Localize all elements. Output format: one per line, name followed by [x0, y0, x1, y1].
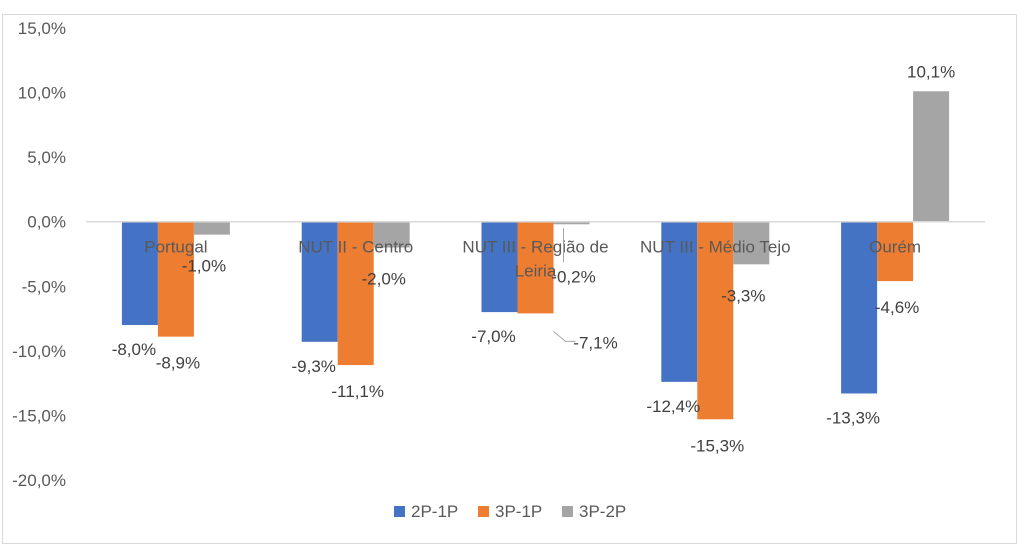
category-label: NUT III - Região de: [462, 238, 608, 257]
bar-3p-1p: [697, 221, 734, 420]
bar-3p-1p: [877, 221, 914, 282]
legend-swatch-2p-1p: [394, 506, 405, 517]
bar-2p-1p: [121, 221, 158, 326]
bar-3p-2p: [193, 221, 230, 235]
legend-label: 3P-2P: [579, 502, 626, 521]
bar-3p-2p: [373, 221, 410, 248]
data-label: -7,1%: [573, 333, 617, 352]
category-label: NUT II - Centro: [298, 238, 413, 257]
bar-3p-1p: [517, 221, 554, 314]
data-label: -12,4%: [646, 397, 700, 416]
data-label: -8,9%: [156, 354, 200, 373]
leader-line: [553, 331, 576, 342]
y-tick-label: 10,0%: [18, 84, 66, 103]
legend-label: 3P-1P: [495, 502, 542, 521]
data-label: -0,2%: [551, 267, 595, 286]
legend-swatch-3p-2p: [562, 506, 573, 517]
data-label: 10,1%: [907, 62, 955, 81]
bar-3p-2p: [553, 221, 590, 225]
bar-3p-2p: [913, 91, 950, 222]
bar-3p-2p: [733, 221, 770, 265]
y-tick-label: -20,0%: [12, 471, 66, 490]
data-label: -7,0%: [471, 327, 515, 346]
data-label: -3,3%: [721, 286, 765, 305]
category-label: Portugal: [144, 238, 207, 257]
data-label: -13,3%: [826, 408, 880, 427]
legend-label: 2P-1P: [411, 502, 458, 521]
y-tick-label: 15,0%: [18, 19, 66, 38]
category-label: Ourém: [869, 238, 921, 257]
bar-2p-1p: [301, 221, 338, 342]
y-tick-label: -5,0%: [22, 277, 66, 296]
y-tick-label: 5,0%: [27, 148, 66, 167]
data-label: -9,3%: [291, 357, 335, 376]
bar-3p-1p: [157, 221, 194, 337]
bar-3p-1p: [337, 221, 374, 366]
data-label: -8,0%: [112, 340, 156, 359]
category-label: Leiria: [515, 262, 557, 281]
y-tick-label: 0,0%: [27, 213, 66, 232]
data-label: -1,0%: [182, 257, 226, 276]
data-label: -15,3%: [690, 436, 744, 455]
data-label: -2,0%: [361, 270, 405, 289]
data-label: -11,1%: [331, 382, 384, 401]
bar-2p-1p: [841, 221, 878, 394]
y-tick-label: -15,0%: [12, 406, 66, 425]
legend-swatch-3p-1p: [478, 506, 489, 517]
category-label: NUT III - Médio Tejo: [640, 238, 791, 257]
bar-2p-1p: [481, 221, 518, 313]
y-tick-label: -10,0%: [12, 342, 66, 361]
data-label: -4,6%: [875, 298, 919, 317]
bar-2p-1p: [661, 221, 698, 382]
